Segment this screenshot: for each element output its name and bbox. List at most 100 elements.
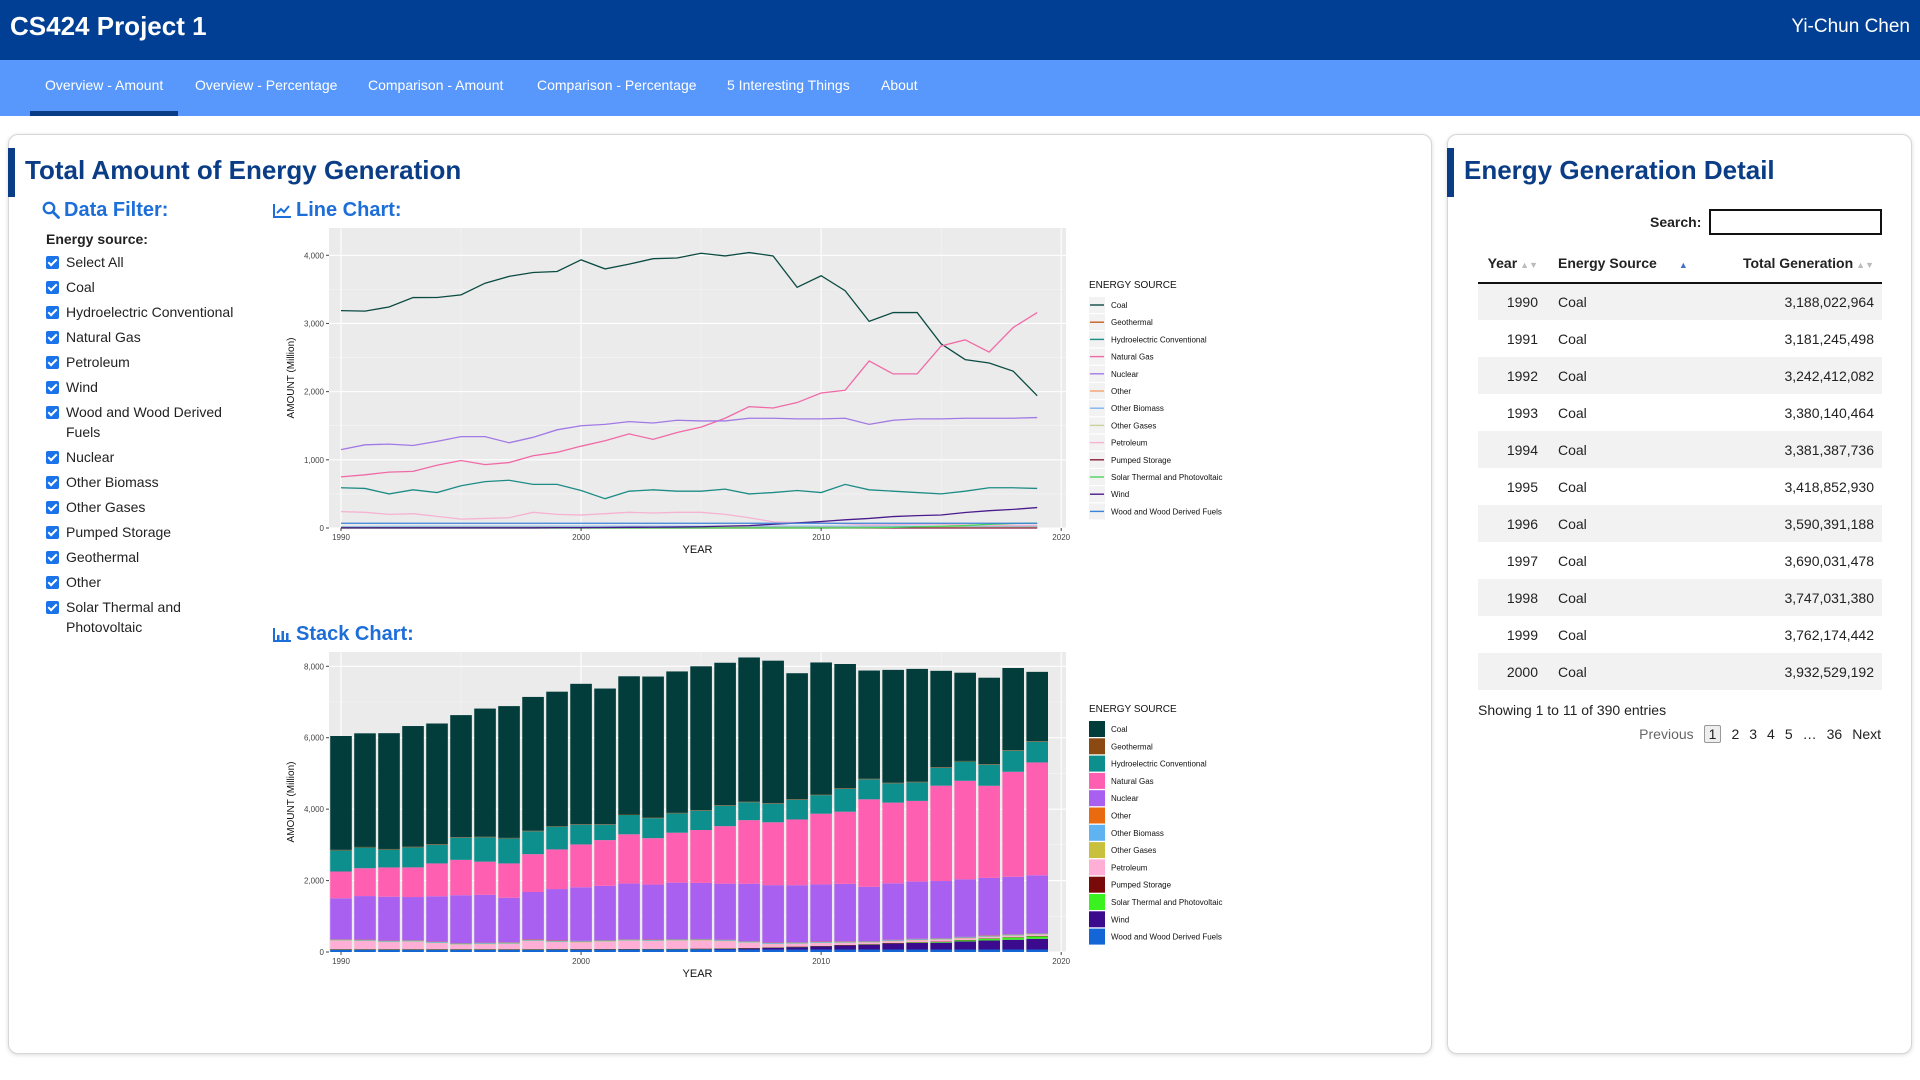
table-row[interactable]: 1995 Coal 3,418,852,930 [1478, 468, 1882, 505]
checkbox-checked[interactable] [46, 526, 59, 539]
table-row[interactable]: 1990 Coal 3,188,022,964 [1478, 283, 1882, 320]
table-row[interactable]: 1999 Coal 3,762,174,442 [1478, 616, 1882, 653]
filter-option[interactable]: Coal [46, 277, 246, 297]
bar-segment [498, 943, 520, 950]
bar-segment [378, 940, 400, 942]
bar-segment [882, 669, 904, 783]
pagination-page[interactable]: 1 [1703, 725, 1722, 743]
filter-option[interactable]: Geothermal [46, 547, 246, 567]
tab-interesting-things[interactable]: 5 Interesting Things [727, 77, 850, 93]
bar-segment [978, 785, 1000, 878]
bar-segment [858, 941, 880, 943]
filter-option[interactable]: Hydroelectric Conventional [46, 302, 246, 322]
pagination-page[interactable]: 2 [1731, 726, 1740, 742]
table-row[interactable]: 1996 Coal 3,590,391,188 [1478, 505, 1882, 542]
pagination-previous[interactable]: Previous [1639, 726, 1694, 742]
filter-option[interactable]: Other [46, 572, 246, 592]
tab-about[interactable]: About [881, 77, 918, 93]
bar-segment [378, 896, 400, 941]
table-row[interactable]: 1998 Coal 3,747,031,380 [1478, 579, 1882, 616]
table-row[interactable]: 1993 Coal 3,380,140,464 [1478, 394, 1882, 431]
filter-option[interactable]: Solar Thermal and Photovoltaic [46, 597, 246, 637]
legend-item: Other Biomass [1089, 400, 1164, 417]
filter-option[interactable]: Other Gases [46, 497, 246, 517]
bar-segment [450, 949, 472, 952]
cell-total-generation: 3,381,387,736 [1784, 441, 1874, 458]
filter-option[interactable]: Natural Gas [46, 327, 246, 347]
checkbox-checked[interactable] [46, 451, 59, 464]
checkbox-checked[interactable] [46, 406, 59, 419]
filter-option[interactable]: Nuclear [46, 447, 246, 467]
tab-comparison-amount[interactable]: Comparison - Amount [368, 77, 504, 93]
filter-option[interactable]: Petroleum [46, 352, 246, 372]
filter-option[interactable]: Pumped Storage [46, 522, 246, 542]
bar-segment [546, 940, 568, 942]
pagination-page[interactable]: 5 [1784, 726, 1793, 742]
bar-segment [690, 810, 712, 831]
filter-option[interactable]: Wind [46, 377, 246, 397]
legend-item: Other Biomass [1089, 824, 1164, 841]
bar-segment [714, 662, 736, 806]
bar-segment [810, 795, 832, 814]
pagination-page[interactable]: 3 [1749, 726, 1758, 742]
checkbox-checked[interactable] [46, 551, 59, 564]
y-tick-label: 2,000 [304, 388, 325, 397]
y-axis-label: AMOUNT (Million) [286, 762, 297, 843]
filter-option[interactable]: Other Biomass [46, 472, 246, 492]
checkbox-checked[interactable] [46, 476, 59, 489]
bar-segment [978, 877, 1000, 936]
bar-segment [618, 676, 640, 815]
x-tick-label: 2020 [1052, 957, 1070, 966]
legend-item: Coal [1089, 297, 1128, 313]
column-header-total-generation[interactable]: Total Generation ▲▼ [1708, 243, 1882, 284]
pagination-page[interactable]: 36 [1826, 726, 1843, 742]
bar-segment [354, 940, 376, 950]
checkbox-checked[interactable] [46, 331, 59, 344]
tab-overview-percentage[interactable]: Overview - Percentage [195, 77, 338, 93]
bar-segment [546, 691, 568, 827]
cell-energy-source: Coal [1558, 552, 1587, 569]
bar-segment [882, 941, 904, 943]
pagination-next[interactable]: Next [1852, 726, 1881, 742]
search-input[interactable] [1709, 209, 1882, 235]
tab-comparison-percentage[interactable]: Comparison - Percentage [537, 77, 697, 93]
bar-segment [570, 844, 592, 888]
bar-segment [570, 824, 592, 825]
bar-segment [474, 942, 496, 944]
pagination-page[interactable]: 4 [1767, 726, 1775, 742]
line-chart-title: Line Chart: [296, 199, 402, 221]
table-row[interactable]: 1997 Coal 3,690,031,478 [1478, 542, 1882, 579]
checkbox-checked[interactable] [46, 306, 59, 319]
bar-segment [858, 778, 880, 780]
bar-segment [786, 949, 808, 952]
checkbox-checked[interactable] [46, 501, 59, 514]
checkbox-checked[interactable] [46, 256, 59, 269]
filter-option-label: Select All [66, 254, 124, 270]
bar-segment [978, 764, 1000, 786]
checkbox-checked[interactable] [46, 381, 59, 394]
filter-option[interactable]: Wood and Wood Derived Fuels [46, 402, 246, 442]
column-header-year[interactable]: Year ▲▼ [1478, 243, 1548, 284]
bar-segment [906, 949, 928, 952]
tab-overview-amount[interactable]: Overview - Amount [30, 60, 179, 116]
detail-table: Year ▲▼ Energy Source ▲ Total Generation ▲▼… [1478, 243, 1882, 690]
filter-option[interactable]: Select All [46, 252, 246, 272]
y-tick-label: 6,000 [304, 734, 325, 743]
table-row[interactable]: 1994 Coal 3,381,387,736 [1478, 431, 1882, 468]
bar-segment [642, 941, 664, 949]
bar-segment [1026, 949, 1048, 952]
legend-swatch [1089, 807, 1105, 824]
checkbox-checked[interactable] [46, 281, 59, 294]
legend-swatch [1089, 894, 1105, 910]
bar-segment [954, 941, 976, 950]
checkbox-checked[interactable] [46, 356, 59, 369]
table-row[interactable]: 1991 Coal 3,181,245,498 [1478, 320, 1882, 357]
table-row[interactable]: 2000 Coal 3,932,529,192 [1478, 653, 1882, 690]
bar-segment [522, 949, 544, 952]
column-header-energy-source[interactable]: Energy Source ▲ [1548, 243, 1708, 284]
table-row[interactable]: 1992 Coal 3,242,412,082 [1478, 357, 1882, 394]
checkbox-checked[interactable] [46, 601, 59, 614]
checkbox-checked[interactable] [46, 576, 59, 589]
legend-swatch [1089, 928, 1105, 945]
legend-swatch [1089, 859, 1105, 876]
